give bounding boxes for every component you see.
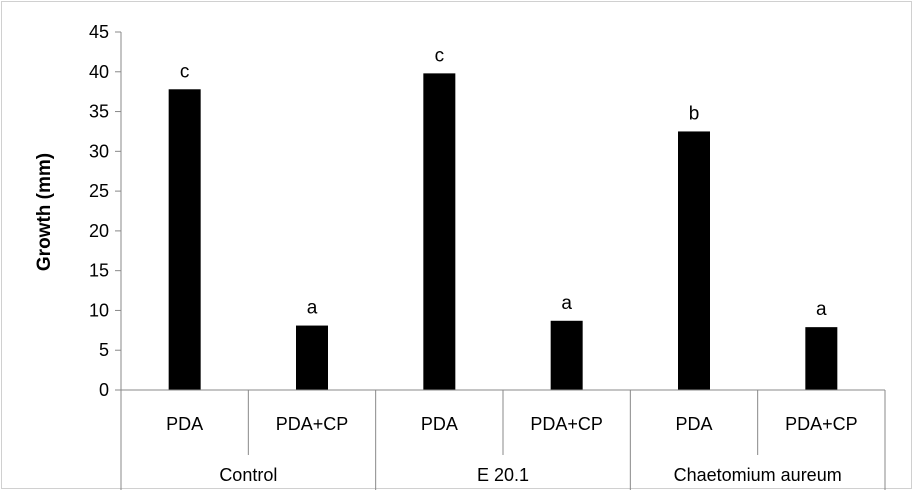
y-tick-label: 25 (89, 181, 109, 201)
bar-data-label: c (180, 61, 190, 82)
y-tick-label: 45 (89, 22, 109, 42)
x-group-label: E 20.1 (477, 465, 529, 485)
x-category-label: PDA (675, 414, 712, 434)
bar (296, 325, 328, 390)
y-tick-label: 5 (99, 340, 109, 360)
bar (678, 131, 710, 390)
y-tick-label: 20 (89, 221, 109, 241)
y-tick-label: 30 (89, 141, 109, 161)
bar (550, 320, 583, 390)
bar-data-label: a (307, 298, 318, 319)
bar-data-label: b (689, 103, 700, 124)
y-axis-ticks: 0 5 10 15 20 25 30 35 40 45 (89, 22, 122, 400)
x-category-label: PDA+CP (276, 414, 349, 434)
x-category-label: PDA+CP (530, 414, 603, 434)
bar (805, 327, 838, 390)
x-category-label: PDA (166, 414, 203, 434)
bar-data-label: c (435, 45, 445, 66)
x-group-label: Control (219, 465, 277, 485)
bars (168, 73, 838, 390)
x-axis: PDA PDA+CP PDA PDA+CP PDA PDA+CP Control E 20.1… (120, 389, 886, 490)
y-tick-label: 10 (89, 300, 109, 320)
bar (423, 73, 456, 390)
y-tick-label: 0 (99, 380, 109, 400)
bar (168, 89, 201, 390)
bar-data-labels: c a c a b a (180, 45, 827, 320)
x-category-label: PDA+CP (785, 414, 858, 434)
y-tick-label: 40 (89, 62, 109, 82)
y-tick-label: 15 (89, 261, 109, 281)
bar-data-label: a (561, 293, 572, 314)
x-category-label: PDA (421, 414, 458, 434)
y-tick-label: 35 (89, 102, 109, 122)
x-group-label: Chaetomium aureum (674, 465, 842, 485)
y-axis-label: Growth (mm) (34, 153, 55, 271)
bar-data-label: a (816, 299, 827, 320)
